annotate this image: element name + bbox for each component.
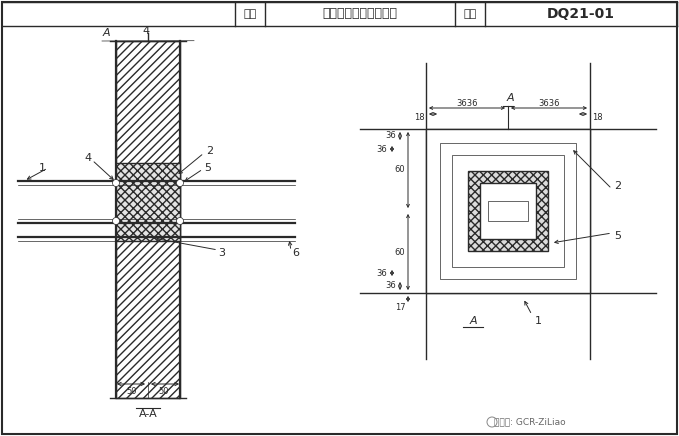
Circle shape — [177, 180, 183, 187]
Text: 17: 17 — [394, 303, 405, 311]
Text: 60: 60 — [394, 166, 405, 174]
Bar — [468, 171, 548, 251]
Text: A: A — [506, 93, 514, 103]
Text: 4: 4 — [84, 153, 92, 163]
Bar — [116, 41, 180, 398]
Text: 1: 1 — [534, 316, 541, 326]
Circle shape — [177, 218, 183, 225]
Text: 50: 50 — [159, 386, 169, 395]
Text: 3636: 3636 — [538, 99, 559, 109]
Bar — [440, 143, 576, 279]
Text: 36: 36 — [377, 144, 388, 153]
Text: 36: 36 — [386, 282, 397, 290]
Text: 3636: 3636 — [456, 99, 478, 109]
Bar — [426, 129, 590, 293]
Text: 2: 2 — [614, 181, 621, 191]
Bar — [116, 163, 180, 241]
Text: 3: 3 — [219, 248, 225, 258]
Bar — [488, 201, 528, 221]
Text: A-A: A-A — [139, 409, 158, 419]
Text: 6: 6 — [293, 248, 299, 258]
Text: 60: 60 — [394, 248, 405, 256]
Bar — [452, 155, 564, 267]
Text: 微信号: GCR-ZiLiao: 微信号: GCR-ZiLiao — [494, 418, 566, 426]
Text: 金属线槽穿墙防火封堵: 金属线槽穿墙防火封堵 — [323, 7, 397, 20]
Text: 4: 4 — [143, 26, 149, 36]
Text: 5: 5 — [614, 231, 621, 241]
Text: 18: 18 — [591, 113, 602, 123]
Text: A: A — [469, 316, 477, 326]
Text: 36: 36 — [386, 132, 397, 140]
Bar — [480, 183, 536, 239]
Text: 36: 36 — [377, 269, 388, 277]
Text: 18: 18 — [414, 113, 424, 123]
Text: 图号: 图号 — [463, 9, 477, 19]
Text: 5: 5 — [204, 163, 211, 173]
Text: 1: 1 — [39, 163, 45, 173]
Text: 50: 50 — [127, 386, 137, 395]
Circle shape — [113, 218, 120, 225]
Text: DQ21-01: DQ21-01 — [547, 7, 615, 21]
Circle shape — [113, 180, 120, 187]
Text: 图名: 图名 — [243, 9, 257, 19]
Text: 2: 2 — [206, 146, 214, 156]
Text: A: A — [102, 28, 110, 38]
